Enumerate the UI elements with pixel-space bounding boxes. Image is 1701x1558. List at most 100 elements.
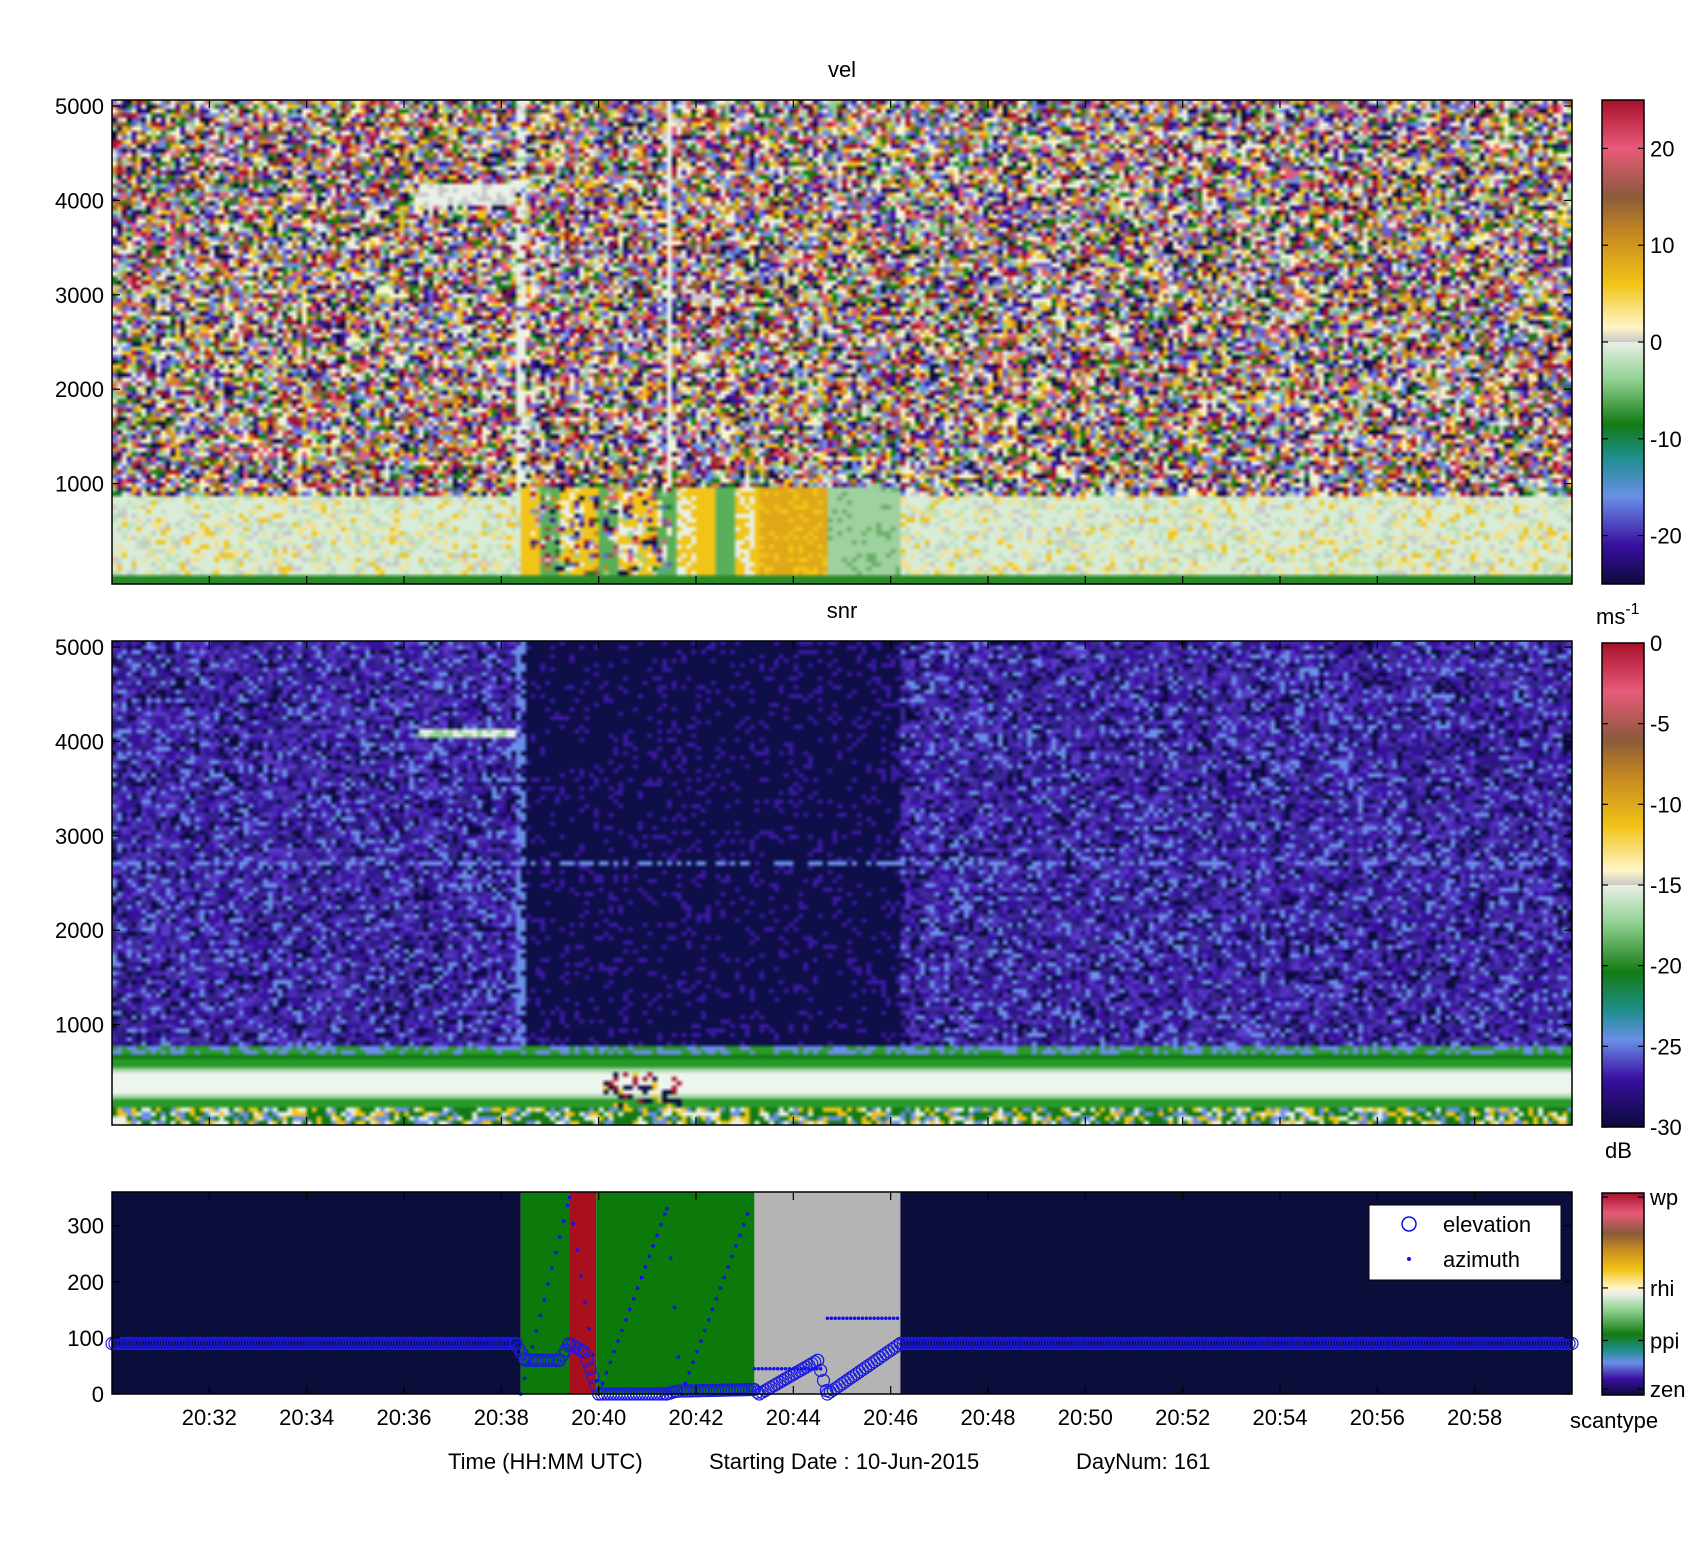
y-tick-label: 1000 bbox=[55, 472, 104, 497]
azimuth-point bbox=[604, 1371, 609, 1375]
azimuth-point bbox=[872, 1316, 876, 1321]
azimuth-point bbox=[734, 1244, 738, 1248]
snr-y-axis: 1000 2000 3000 4000 5000 bbox=[55, 635, 1572, 1038]
starting-date-label: Starting Date : 10-Jun-2015 bbox=[709, 1449, 979, 1474]
vel-plot: 1000 2000 3000 4000 5000 bbox=[55, 94, 1573, 585]
azimuth-point bbox=[550, 1266, 554, 1271]
azimuth-point bbox=[571, 1221, 576, 1226]
azimuth-point bbox=[575, 1248, 580, 1252]
snr-colorbar: 0 -5 -10 -15 -20 -25 -30 dB bbox=[1601, 631, 1682, 1163]
azimuth-point bbox=[860, 1316, 865, 1321]
azimuth-point bbox=[791, 1366, 796, 1371]
cb-tick-label: -25 bbox=[1650, 1034, 1682, 1059]
vel-axes-frame bbox=[111, 99, 1573, 585]
x-tick-label: 20:36 bbox=[376, 1405, 431, 1430]
cb-tick-label: 20 bbox=[1650, 136, 1674, 161]
azimuth-point bbox=[554, 1250, 558, 1255]
azimuth-point bbox=[775, 1366, 780, 1371]
azimuth-point bbox=[643, 1265, 648, 1269]
azimuth-point bbox=[779, 1366, 784, 1371]
azimuth-point bbox=[787, 1366, 792, 1371]
scan-x-axis: 20:32 20:34 20:36 20:38 20:40 20:42 20:44 20:46… bbox=[182, 1192, 1502, 1430]
scan-colorbar-gradient bbox=[1601, 1192, 1645, 1396]
elevation-point bbox=[499, 1336, 513, 1351]
vel-heatmap bbox=[112, 100, 1572, 584]
azimuth-point bbox=[730, 1254, 734, 1259]
x-tick-label: 20:38 bbox=[474, 1405, 529, 1430]
azimuth-point bbox=[891, 1316, 896, 1321]
azimuth-point bbox=[624, 1318, 628, 1322]
snr-colorbar-ticks: 0 -5 -10 -15 -20 -25 -30 bbox=[1602, 631, 1682, 1140]
azimuth-point bbox=[639, 1275, 644, 1280]
snr-title: snr bbox=[827, 598, 858, 623]
vel-colorbar-gradient bbox=[1601, 99, 1645, 585]
azimuth-point bbox=[538, 1313, 543, 1318]
cb-tick-label: -20 bbox=[1650, 954, 1682, 979]
elevation-point bbox=[816, 1373, 831, 1388]
y-tick-label: 4000 bbox=[55, 188, 104, 213]
elevation-point bbox=[577, 1345, 591, 1359]
snr-colorbar-unit: dB bbox=[1605, 1138, 1632, 1163]
azimuth-point bbox=[659, 1222, 663, 1227]
azimuth-point bbox=[608, 1360, 613, 1365]
azimuth-point bbox=[714, 1296, 719, 1301]
y-tick-label: 100 bbox=[67, 1326, 104, 1351]
azimuth-point bbox=[665, 1207, 669, 1211]
azimuth-point bbox=[884, 1316, 888, 1321]
elevation-point bbox=[740, 1383, 754, 1397]
elevation-point bbox=[813, 1363, 828, 1378]
azimuth-point bbox=[706, 1318, 711, 1322]
elevation-point bbox=[586, 1370, 600, 1384]
cb-tick-label: -5 bbox=[1650, 712, 1670, 737]
y-tick-label: 4000 bbox=[55, 729, 104, 754]
x-tick-label: 20:46 bbox=[863, 1405, 918, 1430]
azimuth-point bbox=[591, 1352, 595, 1357]
azimuth-point bbox=[530, 1345, 535, 1349]
y-tick-label: 5000 bbox=[55, 635, 104, 660]
azimuth-point bbox=[699, 1339, 703, 1343]
elevation-point bbox=[580, 1353, 594, 1367]
vel-y-axis: 1000 2000 3000 4000 5000 bbox=[55, 94, 1572, 497]
y-tick-label: 0 bbox=[92, 1382, 104, 1407]
azimuth-point bbox=[795, 1366, 800, 1371]
azimuth-point bbox=[546, 1282, 550, 1286]
azimuth-point bbox=[620, 1328, 624, 1333]
azimuth-point bbox=[856, 1316, 861, 1321]
daynum-label: DayNum: 161 bbox=[1076, 1449, 1211, 1474]
vel-colorbar-unit: ms-1 bbox=[1596, 601, 1640, 629]
azimuth-point bbox=[691, 1360, 695, 1365]
cb-tick-label: -10 bbox=[1650, 792, 1682, 817]
azimuth-point bbox=[587, 1326, 591, 1331]
y-tick-label: 2000 bbox=[55, 377, 104, 402]
azimuth-point bbox=[663, 1212, 667, 1216]
y-tick-label: 3000 bbox=[55, 283, 104, 308]
x-tick-label: 20:52 bbox=[1155, 1405, 1210, 1430]
azimuth-point bbox=[612, 1349, 617, 1354]
elevation-point bbox=[747, 1382, 762, 1397]
snr-colorbar-gradient bbox=[1601, 642, 1645, 1128]
scantype-segments bbox=[112, 1192, 1572, 1394]
x-tick-label: 20:56 bbox=[1350, 1405, 1405, 1430]
x-tick-label: 20:34 bbox=[279, 1405, 334, 1430]
azimuth-point bbox=[542, 1297, 546, 1302]
azimuth-point bbox=[825, 1316, 830, 1321]
elevation-point bbox=[542, 1353, 556, 1367]
x-tick-label: 20:42 bbox=[668, 1405, 723, 1430]
azimuth-point bbox=[852, 1316, 857, 1321]
cb-tick-label: -15 bbox=[1650, 873, 1682, 898]
azimuth-point bbox=[718, 1286, 723, 1290]
azimuth-point bbox=[760, 1366, 764, 1371]
azimuth-point bbox=[772, 1366, 776, 1371]
azimuth-point bbox=[631, 1296, 636, 1301]
elevation-point bbox=[548, 1353, 562, 1367]
azimuth-point bbox=[567, 1195, 572, 1200]
azimuth-point bbox=[837, 1316, 841, 1321]
azimuth-point bbox=[848, 1316, 853, 1321]
azimuth-point bbox=[864, 1316, 869, 1321]
azimuth-point bbox=[702, 1328, 707, 1333]
cb-tick-label: zen bbox=[1650, 1377, 1685, 1402]
x-tick-label: 20:44 bbox=[766, 1405, 821, 1430]
elevation-point bbox=[505, 1336, 519, 1351]
azimuth-point bbox=[647, 1254, 652, 1259]
